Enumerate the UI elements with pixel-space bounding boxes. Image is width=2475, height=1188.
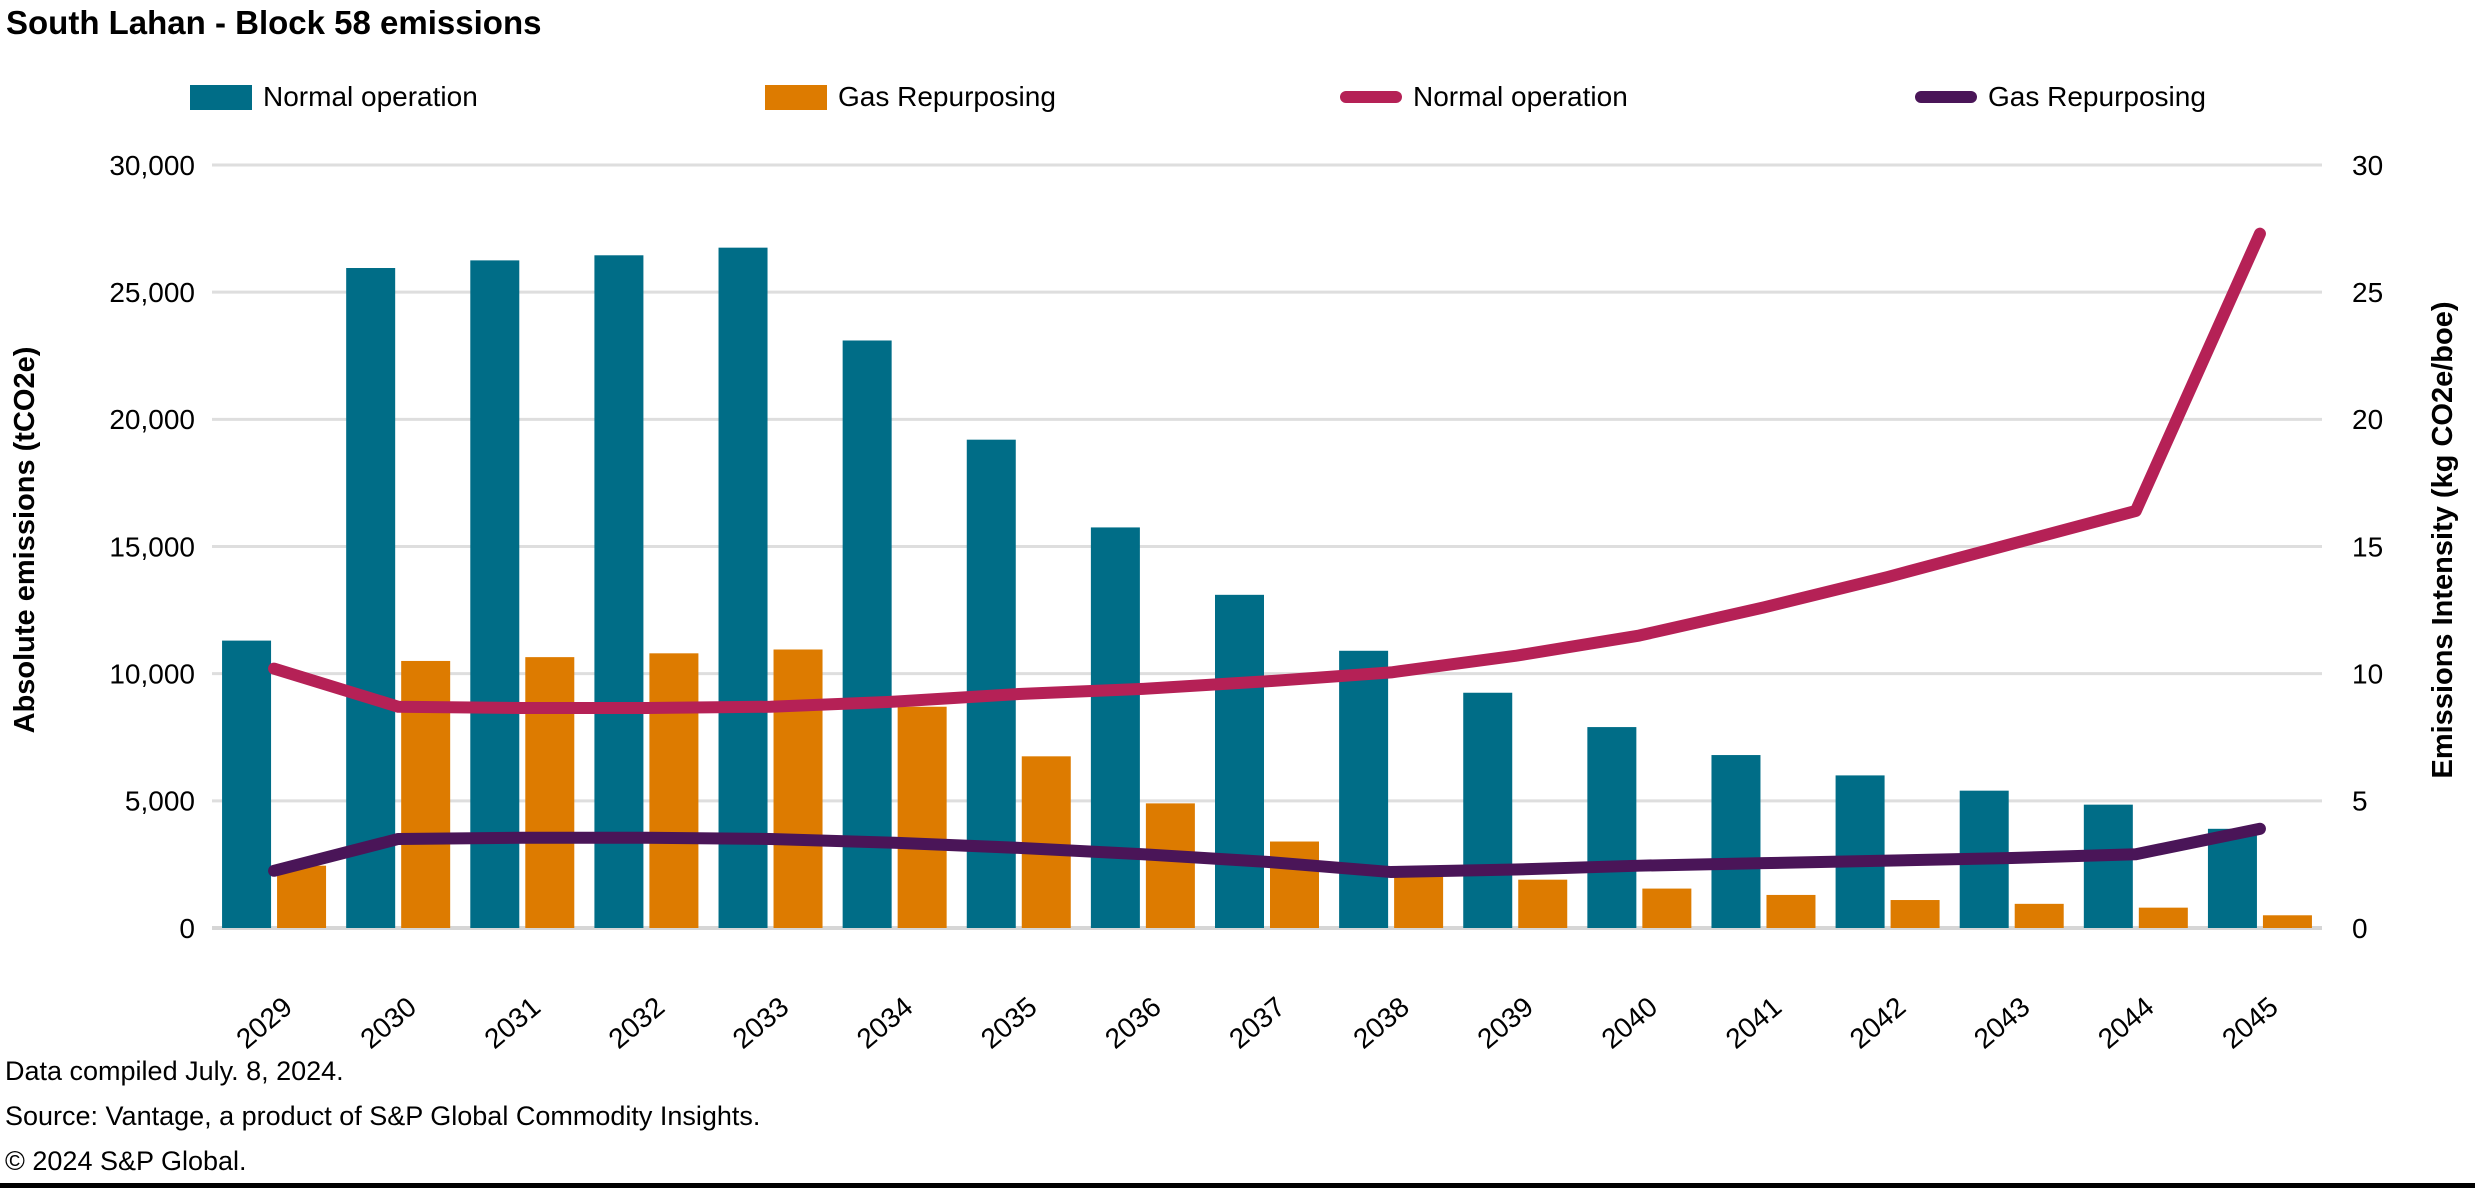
bar-normal-operation-2044 <box>2083 804 2133 928</box>
right-axis-tick-label: 30 <box>2352 150 2383 181</box>
left-axis-tick-label: 15,000 <box>109 531 195 562</box>
x-axis-label-2032: 2032 <box>603 991 671 1055</box>
right-axis-tick-label: 5 <box>2352 786 2368 817</box>
left-axis-tick-label: 10,000 <box>109 658 195 689</box>
bar-gas-repurposing-2033 <box>773 649 823 928</box>
bar-normal-operation-2041 <box>1711 755 1761 928</box>
x-axis-label-2030: 2030 <box>354 991 422 1055</box>
bar-normal-operation-2031 <box>470 260 520 928</box>
bar-gas-repurposing-2035 <box>1021 756 1071 928</box>
right-axis-tick-label: 15 <box>2352 531 2383 562</box>
bar-normal-operation-2039 <box>1463 692 1513 928</box>
right-axis-tick-label: 20 <box>2352 404 2383 435</box>
bar-gas-repurposing-2038 <box>1394 875 1444 928</box>
bar-gas-repurposing-2029 <box>277 865 327 928</box>
legend: Normal operation Gas Repurposing Normal … <box>0 80 2475 114</box>
x-axis-label-2039: 2039 <box>1471 991 1539 1055</box>
legend-item-gas-repurposing-line: Gas Repurposing <box>1915 80 2206 114</box>
right-axis-tick-label: 25 <box>2352 277 2383 308</box>
legend-item-normal-operation-bar: Normal operation <box>190 80 478 114</box>
bar-gas-repurposing-2042 <box>1890 900 1940 928</box>
bar-normal-operation-2040 <box>1587 727 1637 928</box>
line-normal-operation <box>268 227 2266 715</box>
left-axis-tick-label: 20,000 <box>109 404 195 435</box>
bar-normal-operation-2045 <box>2207 828 2257 928</box>
x-axis-label-2036: 2036 <box>1099 991 1167 1055</box>
line-gas-repurposing <box>268 822 2266 879</box>
x-axis-label-2031: 2031 <box>479 991 547 1055</box>
bar-gas-repurposing-2043 <box>2014 903 2064 928</box>
x-axis-label-2043: 2043 <box>1968 991 2036 1055</box>
bar-normal-operation-2029 <box>222 640 272 928</box>
bar-swatch-icon <box>190 84 252 110</box>
left-axis-tick-label: 5,000 <box>125 786 195 817</box>
x-axis-label-2037: 2037 <box>1223 991 1291 1055</box>
x-axis-label-2033: 2033 <box>727 991 795 1055</box>
page-title: South Lahan - Block 58 emissions <box>6 4 542 41</box>
footer-compiled-note: Data compiled July. 8, 2024. <box>5 1056 344 1086</box>
bar-normal-operation-2034 <box>842 340 892 928</box>
bar-normal-operation-2033 <box>718 247 768 928</box>
bottom-divider <box>0 1183 2475 1188</box>
x-axis-label-2038: 2038 <box>1347 991 1415 1055</box>
bar-normal-operation-2032 <box>594 255 644 928</box>
bar-gas-repurposing-2037 <box>1270 841 1319 928</box>
bar-gas-repurposing-2045 <box>2262 915 2312 928</box>
x-axis-label-2042: 2042 <box>1844 991 1912 1055</box>
right-axis-tick-label: 0 <box>2352 913 2368 944</box>
bar-gas-repurposing-2034 <box>897 706 947 928</box>
left-axis-tick-label: 25,000 <box>109 277 195 308</box>
left-axis-tick-label: 30,000 <box>109 150 195 181</box>
bar-normal-operation-2042 <box>1835 775 1885 928</box>
x-axis-label-2040: 2040 <box>1596 991 1664 1055</box>
x-axis-label-2044: 2044 <box>2092 991 2160 1055</box>
footer-copyright: © 2024 S&P Global. <box>5 1146 247 1176</box>
legend-item-normal-operation-line: Normal operation <box>1340 80 1628 114</box>
bar-gas-repurposing-2041 <box>1766 894 1816 928</box>
bar-gas-repurposing-2032 <box>649 653 699 928</box>
bar-gas-repurposing-2039 <box>1518 879 1568 928</box>
legend-label: Gas Repurposing <box>1988 81 2206 112</box>
left-axis-title: Absolute emissions (tCO2e) <box>9 347 41 734</box>
x-axis-label-2034: 2034 <box>851 991 919 1055</box>
line-swatch-icon <box>1340 91 1402 103</box>
bar-normal-operation-2037 <box>1215 594 1264 928</box>
x-axis-label-2029: 2029 <box>230 991 298 1055</box>
left-axis-tick-label: 0 <box>179 913 195 944</box>
bar-gas-repurposing-2036 <box>1145 803 1195 928</box>
emissions-combo-chart: 0 0 5,000 5 10,000 10 15,000 15 20,000 20 25,000 25… <box>9 150 2459 1055</box>
bar-gas-repurposing-2031 <box>525 657 575 928</box>
legend-label: Gas Repurposing <box>838 81 1056 112</box>
bar-swatch-icon <box>765 84 827 110</box>
x-axis-label-2035: 2035 <box>975 991 1043 1055</box>
bar-gas-repurposing-2040 <box>1642 888 1692 928</box>
x-axis-label-2045: 2045 <box>2216 991 2284 1055</box>
footer-source-note: Source: Vantage, a product of S&P Global… <box>5 1101 761 1131</box>
line-swatch-icon <box>1915 91 1977 103</box>
legend-item-gas-repurposing-bar: Gas Repurposing <box>765 80 1056 114</box>
bar-normal-operation-2030 <box>346 268 396 928</box>
bar-normal-operation-2035 <box>966 439 1016 928</box>
bar-normal-operation-2036 <box>1090 527 1140 928</box>
bar-gas-repurposing-2044 <box>2138 907 2188 928</box>
x-axis-label-2041: 2041 <box>1720 991 1788 1055</box>
bar-normal-operation-2038 <box>1339 650 1389 928</box>
right-axis-title: Emissions Intensity (kg CO2e/boe) <box>2427 302 2459 779</box>
legend-label: Normal operation <box>263 81 478 112</box>
legend-label: Normal operation <box>1413 81 1628 112</box>
right-axis-tick-label: 10 <box>2352 658 2383 689</box>
